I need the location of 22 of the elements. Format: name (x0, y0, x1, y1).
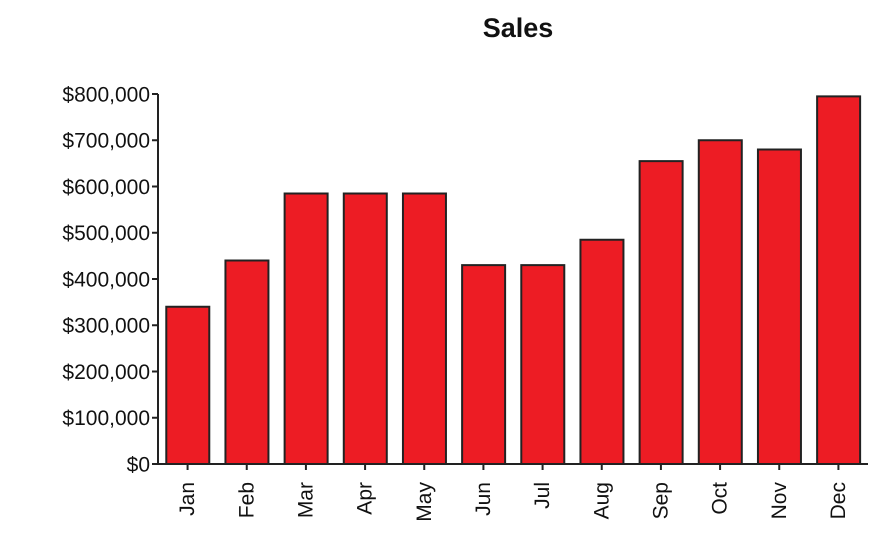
y-tick-label: $600,000 (62, 176, 150, 199)
x-tick-label: Sep (649, 482, 672, 520)
y-tick-label: $500,000 (62, 222, 150, 246)
y-tick-label: $400,000 (62, 268, 150, 292)
x-tick-label: Feb (235, 482, 258, 518)
chart-title: Sales (482, 12, 554, 45)
y-tick-label: $0 (126, 453, 150, 476)
y-tick-label: $200,000 (62, 360, 150, 384)
x-tick-label: Apr (354, 482, 377, 515)
y-tick-label: $300,000 (62, 314, 150, 338)
x-tick-label: Aug (590, 482, 614, 520)
x-tick-label: Jun (472, 482, 495, 516)
x-tick-label: Oct (708, 482, 732, 515)
x-tick-label: Jul (531, 482, 554, 509)
y-tick-label: $100,000 (62, 407, 150, 430)
x-tick-label: May (412, 482, 436, 522)
x-tick-label: Dec (826, 482, 850, 520)
x-tick-label: Mar (294, 482, 318, 518)
x-tick-label: Jan (176, 482, 200, 516)
x-tick-label: Nov (768, 482, 791, 520)
y-tick-label: $800,000 (62, 83, 150, 106)
y-tick-label: $700,000 (62, 130, 150, 153)
